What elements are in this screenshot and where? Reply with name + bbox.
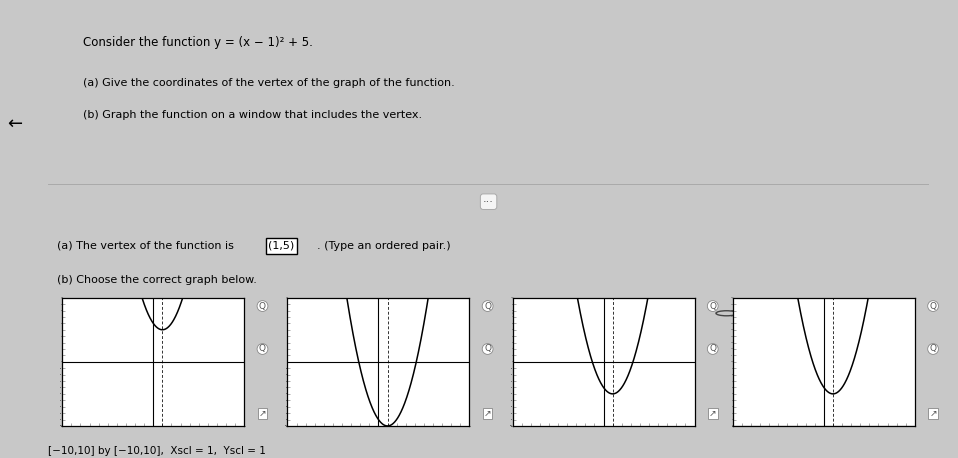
Text: ↗: ↗ xyxy=(709,409,717,418)
Text: Q: Q xyxy=(259,301,266,311)
Text: Q: Q xyxy=(709,344,717,354)
Text: Q: Q xyxy=(709,301,717,311)
Text: . (Type an ordered pair.): . (Type an ordered pair.) xyxy=(317,241,450,251)
Text: Q: Q xyxy=(259,344,266,354)
Text: ↗: ↗ xyxy=(259,409,266,418)
Text: Q: Q xyxy=(929,301,937,311)
Text: (b) Graph the function on a window that includes the vertex.: (b) Graph the function on a window that … xyxy=(83,110,422,120)
Text: ···: ··· xyxy=(483,196,494,207)
Text: C.: C. xyxy=(541,308,553,318)
Text: (a) The vertex of the function is: (a) The vertex of the function is xyxy=(57,241,237,251)
Text: ↗: ↗ xyxy=(484,409,491,418)
Text: B.: B. xyxy=(321,308,332,318)
Text: ↗: ↗ xyxy=(929,409,937,418)
Text: (1,5): (1,5) xyxy=(268,241,295,251)
Text: A.: A. xyxy=(101,308,112,318)
Text: [−10,10] by [−10,10],  Xscl = 1,  Yscl = 1: [−10,10] by [−10,10], Xscl = 1, Yscl = 1 xyxy=(48,446,265,456)
Text: (a) Give the coordinates of the vertex of the graph of the function.: (a) Give the coordinates of the vertex o… xyxy=(83,78,455,88)
Text: ←: ← xyxy=(7,114,22,133)
Text: Q: Q xyxy=(484,301,491,311)
Text: Q: Q xyxy=(484,344,491,354)
Text: Q: Q xyxy=(929,344,937,354)
Text: (b) Choose the correct graph below.: (b) Choose the correct graph below. xyxy=(57,274,257,284)
Text: D.: D. xyxy=(744,308,756,318)
Text: Consider the function y = (x − 1)² + 5.: Consider the function y = (x − 1)² + 5. xyxy=(83,36,313,49)
